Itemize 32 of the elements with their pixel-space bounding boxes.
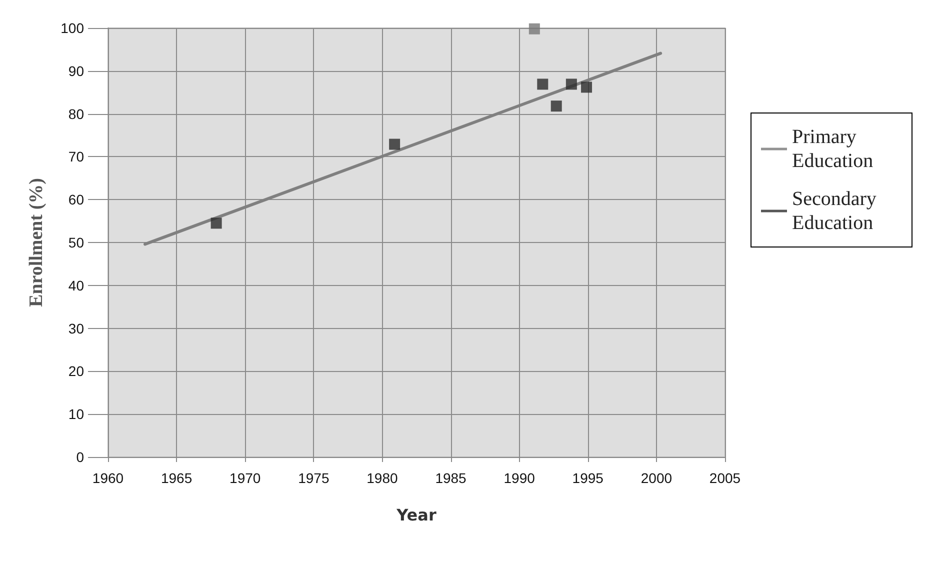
legend-label: Secondary Education [792,188,882,234]
x-tick-label: 1970 [230,470,261,486]
x-tick-label: 1980 [366,470,398,486]
point [210,218,222,229]
point [528,23,540,34]
point [581,82,592,93]
y-tick-label: 20 [68,363,84,380]
x-tick-label: 1995 [572,470,604,486]
y-tick-label: 50 [68,234,84,250]
point [537,78,548,90]
x-axis-title: Year [396,506,436,524]
x-tick-label: 1990 [504,470,536,486]
y-tick-label: 30 [68,320,84,336]
y-tick-label: 70 [68,148,84,165]
x-tick-label: 1960 [92,470,124,486]
y-axis-title: Enrollment (%) [26,178,47,307]
point [550,100,562,112]
y-tick-label: 10 [68,406,84,422]
x-tick-label: 2000 [640,470,672,486]
x-tick-label: 2005 [709,470,741,486]
y-tick-label: 0 [76,449,84,465]
y-tick-label: 80 [68,106,84,122]
point [566,78,577,90]
x-tick-label: 1975 [298,470,330,486]
x-tick-label: 1985 [435,470,467,486]
y-tick-label: 100 [60,20,84,36]
y-tick-label: 40 [68,277,84,294]
point [389,138,400,150]
y-tick-label: 60 [68,192,84,208]
legend-label: Primary Education [792,126,874,172]
x-tick-label: 1965 [160,470,192,486]
y-tick-label: 90 [68,62,84,79]
